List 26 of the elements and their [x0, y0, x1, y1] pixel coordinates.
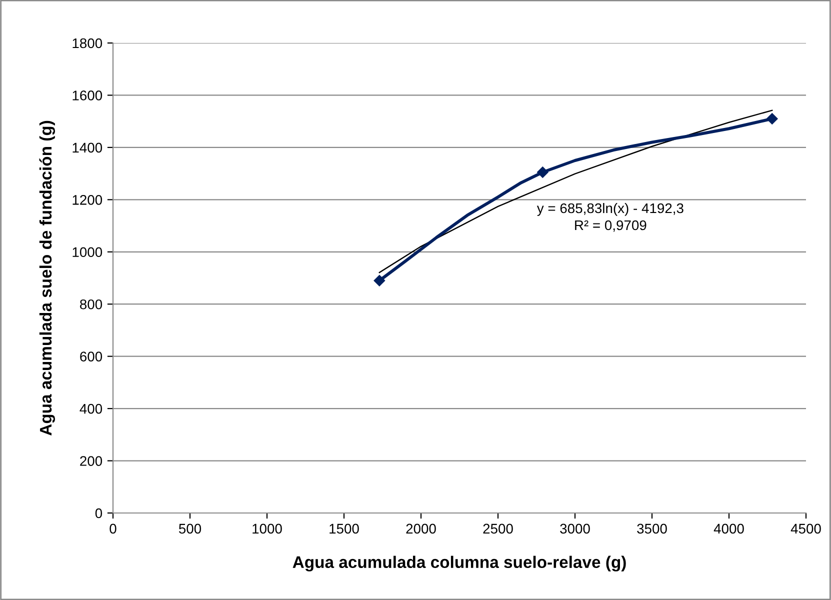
y-tick-label: 0 [95, 508, 102, 518]
y-tick-label: 1400 [72, 142, 102, 153]
x-tick-label: 3000 [560, 524, 590, 534]
y-tick-label: 1800 [72, 38, 102, 48]
x-tick-label: 0 [110, 524, 116, 534]
point [766, 113, 778, 124]
point [374, 275, 386, 286]
y-tick-label: 400 [80, 404, 102, 414]
y-tick-label: 200 [80, 456, 102, 466]
y-tick-label: 600 [80, 352, 102, 362]
y-tick-label: 1200 [72, 195, 102, 205]
x-tick-label: 2000 [406, 524, 436, 534]
x-axis-title: Agua acumulada columna suelo-relave (g) [292, 556, 626, 572]
y-tick-label: 1600 [72, 90, 102, 100]
x-tick-label: 500 [178, 524, 202, 534]
x-tick-label: 3500 [637, 524, 667, 534]
x-tick-label: 4000 [714, 524, 744, 534]
annotation: y = 685,83ln(x) - 4192,3 R² = 0,9709 [536, 202, 684, 232]
y-axis-title: Agua acumulada suelo de fundación (g) [39, 120, 56, 436]
x-tick-label: 1000 [252, 524, 282, 534]
x-tick-label: 1500 [330, 524, 359, 534]
y-tick-label: 1000 [72, 247, 102, 258]
point [537, 166, 548, 178]
x-tick-label: 4500 [790, 524, 821, 534]
y-tick-label: 800 [80, 299, 102, 310]
x-tick-label: 2500 [483, 524, 513, 534]
